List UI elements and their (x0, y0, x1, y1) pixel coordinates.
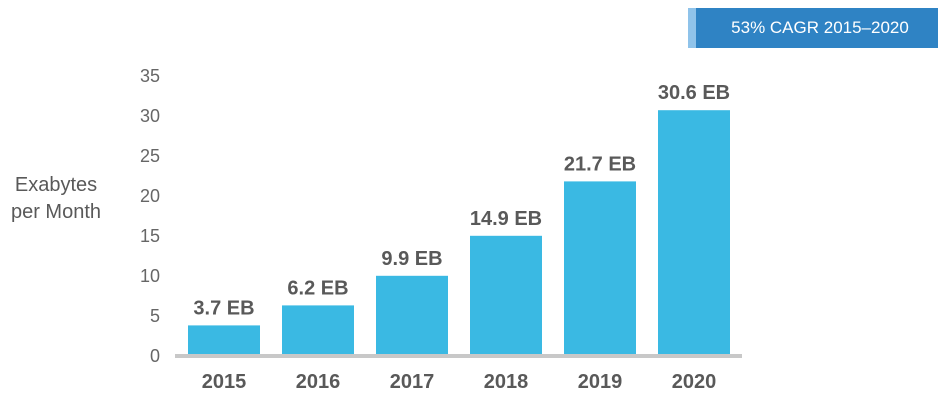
bar (470, 235, 542, 355)
badge-accent-stripe (688, 8, 696, 48)
data-label: 3.7 EB (193, 297, 254, 319)
y-axis-label-line: Exabytes (15, 174, 97, 196)
data-label: 30.6 EB (658, 82, 730, 104)
x-tick-label: 2017 (390, 371, 435, 393)
y-tick-label: 10 (140, 266, 160, 286)
cagr-badge: 53% CAGR 2015–2020 (688, 8, 938, 48)
y-axis-label: Exabytes per Month (11, 174, 101, 223)
bar (376, 275, 448, 355)
y-axis-label-line: per Month (11, 201, 101, 223)
y-tick-label: 5 (150, 306, 160, 326)
x-tick-label: 2015 (202, 371, 247, 393)
bar (282, 305, 354, 355)
x-tick-label: 2019 (578, 371, 623, 393)
x-axis-ticks: 2015 2016 2017 2018 2019 2020 (202, 371, 717, 393)
data-label: 6.2 EB (287, 277, 348, 299)
y-tick-label: 0 (150, 346, 160, 366)
bar (564, 181, 636, 355)
y-axis-ticks: 0 5 10 15 20 25 30 35 (140, 66, 160, 366)
y-tick-label: 35 (140, 66, 160, 86)
bars (188, 110, 730, 355)
x-tick-label: 2018 (484, 371, 529, 393)
y-tick-label: 20 (140, 186, 160, 206)
data-label: 21.7 EB (564, 153, 636, 175)
data-label: 14.9 EB (470, 208, 542, 230)
y-tick-label: 25 (140, 146, 160, 166)
y-tick-label: 30 (140, 106, 160, 126)
bar (188, 325, 260, 355)
x-axis-line (175, 354, 742, 358)
x-axis (175, 354, 742, 358)
data-labels: 3.7 EB 6.2 EB 9.9 EB 14.9 EB 21.7 EB 30.6 EB (193, 82, 730, 319)
bar (658, 110, 730, 355)
y-tick-label: 15 (140, 226, 160, 246)
x-tick-label: 2020 (672, 371, 717, 393)
badge-text: 53% CAGR 2015–2020 (731, 18, 909, 37)
x-tick-label: 2016 (296, 371, 341, 393)
data-label: 9.9 EB (381, 248, 442, 270)
